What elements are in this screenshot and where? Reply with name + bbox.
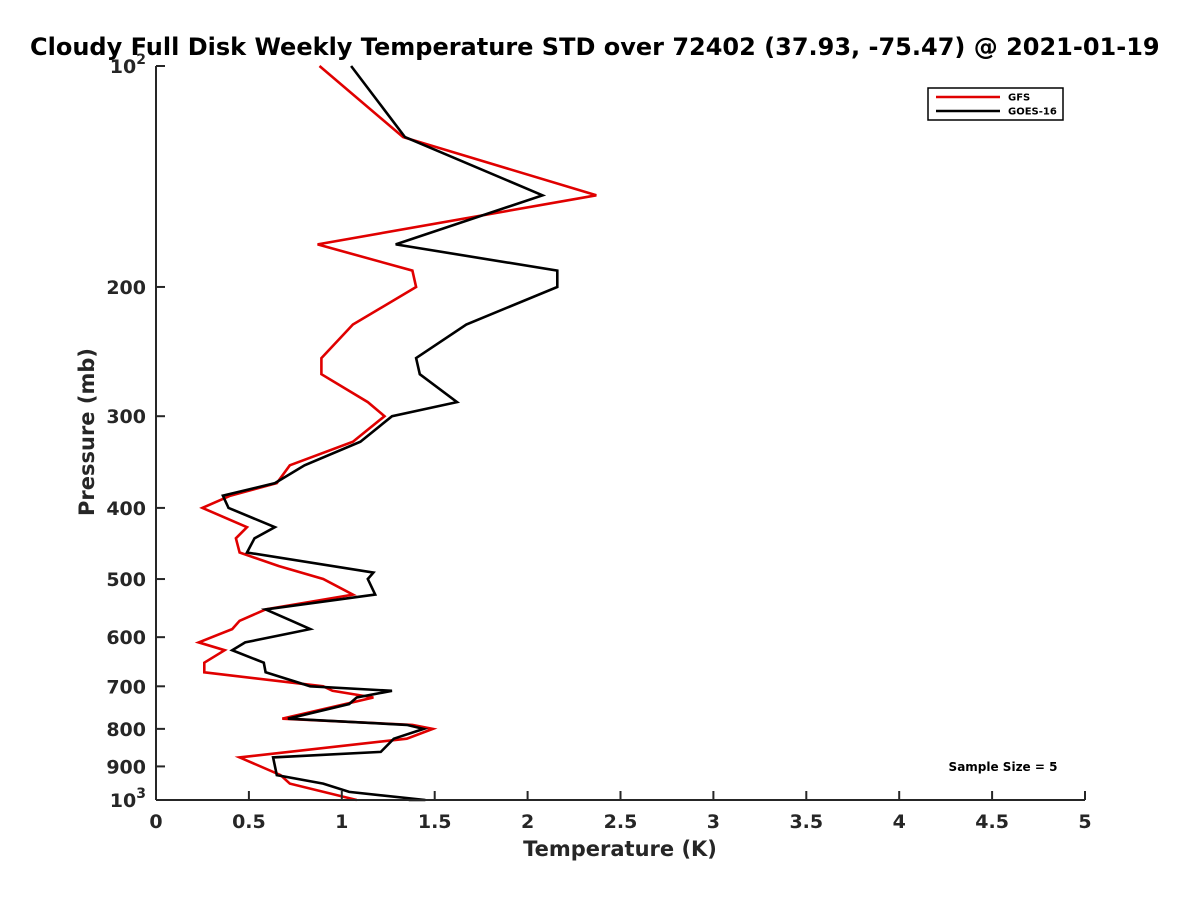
x-tick-label: 5 [1078, 811, 1091, 833]
y-tick-label: 400 [106, 498, 146, 520]
legend-label-goes-16: GOES-16 [1008, 107, 1057, 118]
legend: GFS GOES-16 [927, 87, 1064, 121]
x-tick-label: 3.5 [789, 811, 823, 833]
legend-label-gfs: GFS [1008, 93, 1030, 104]
x-tick-label: 4.5 [975, 811, 1009, 833]
chart-title: Cloudy Full Disk Weekly Temperature STD … [30, 33, 1160, 61]
series-line-goes-16 [221, 65, 559, 802]
y-tick-label: 500 [106, 569, 146, 591]
y-axis-label: Pressure (mb) [75, 348, 99, 516]
legend-box [927, 87, 1064, 121]
ticks: 0 0.5 1 1.5 2 2.5 3 3.5 4 4.5 5 102 200 300 400 500 600 7… [106, 52, 1091, 833]
y-tick-label: 900 [106, 756, 146, 778]
x-axis-label: Temperature (K) [523, 837, 717, 861]
x-tick-label: 0 [149, 811, 162, 833]
y-tick-label: 200 [106, 277, 146, 299]
y-tick-label: 600 [106, 627, 146, 649]
y-tick-label: 700 [106, 676, 146, 698]
y-tick-label: 800 [106, 719, 146, 741]
sample-size-annotation: Sample Size = 5 [949, 760, 1058, 774]
y-tick-label: 103 [110, 786, 146, 812]
series-line-gfs [194, 65, 597, 802]
y-tick-label: 102 [110, 52, 146, 78]
series-layer [194, 65, 597, 802]
x-tick-label: 2.5 [604, 811, 638, 833]
x-tick-label: 4 [893, 811, 906, 833]
y-tick-label: 300 [106, 406, 146, 428]
x-tick-label: 3 [707, 811, 720, 833]
x-tick-label: 1.5 [418, 811, 452, 833]
x-tick-label: 2 [521, 811, 534, 833]
axes [155, 66, 1085, 801]
x-tick-label: 1 [335, 811, 348, 833]
x-tick-label: 0.5 [232, 811, 266, 833]
